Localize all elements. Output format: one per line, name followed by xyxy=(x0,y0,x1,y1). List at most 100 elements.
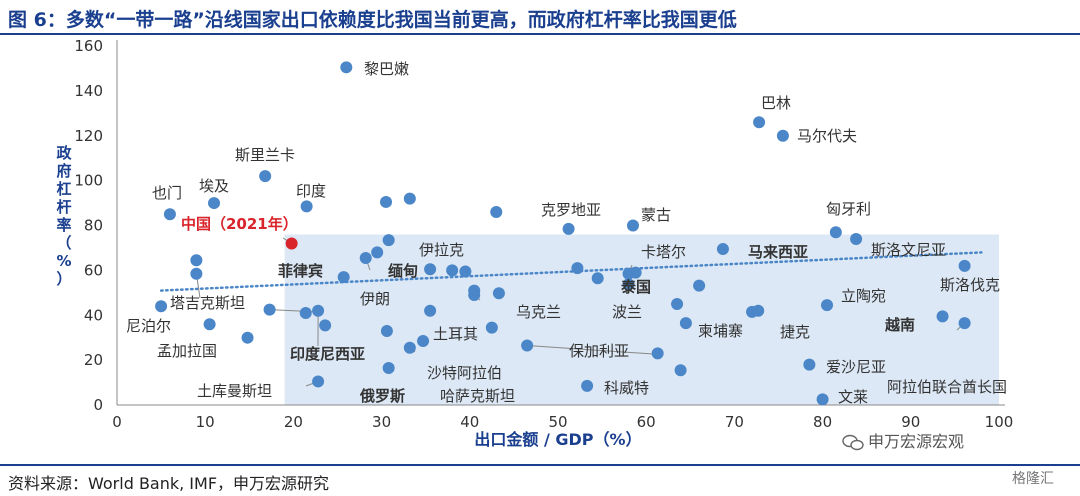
data-point xyxy=(380,324,393,337)
data-point xyxy=(850,232,863,245)
data-point xyxy=(163,208,176,221)
bottom-rule xyxy=(0,464,1080,466)
data-point xyxy=(312,375,325,388)
x-tick-label: 30 xyxy=(372,413,391,431)
data-point xyxy=(468,289,481,302)
point-label: 匈牙利 xyxy=(826,200,871,218)
point-label: 泰国 xyxy=(620,278,651,296)
data-point xyxy=(380,195,393,208)
data-point xyxy=(485,321,498,334)
y-axis-label-char: ） xyxy=(56,270,71,288)
data-point xyxy=(371,246,384,259)
trendline xyxy=(159,251,983,292)
point-label: 乌克兰 xyxy=(516,303,561,321)
data-point xyxy=(300,200,313,213)
point-label: 蒙古 xyxy=(641,206,671,224)
scatter-chart: 0 10 20 30 40 50 60 70 80 90 100 0 20 40 60 80 100 120 140… xyxy=(56,37,1013,449)
data-point xyxy=(803,358,816,371)
point-label: 文莱 xyxy=(838,388,868,406)
y-axis-label-char: % xyxy=(56,252,71,270)
data-point xyxy=(679,317,692,330)
point-label: 越南 xyxy=(884,316,915,334)
data-point xyxy=(208,197,221,210)
watermark: 申万宏源宏观 xyxy=(842,428,964,452)
point-label: 土耳其 xyxy=(433,325,478,343)
point-label: 孟加拉国 xyxy=(157,342,217,360)
point-label: 伊朗 xyxy=(360,290,390,308)
leader-line xyxy=(527,345,654,355)
data-point xyxy=(571,262,584,275)
y-axis-label-char: 杆 xyxy=(56,198,71,216)
point-label: 斯洛文尼亚 xyxy=(871,241,946,259)
point-label: 菲律宾 xyxy=(278,262,323,280)
y-tick-label: 20 xyxy=(84,351,103,369)
point-label: 沙特阿拉伯 xyxy=(427,364,502,382)
data-point xyxy=(424,263,437,276)
data-point xyxy=(622,278,635,291)
data-point xyxy=(753,116,766,129)
data-point xyxy=(671,298,684,311)
title-rule xyxy=(0,33,1080,35)
data-point xyxy=(340,61,353,74)
y-axis-label-char: 政 xyxy=(56,144,72,162)
x-tick-label: 50 xyxy=(548,413,567,431)
data-point xyxy=(190,254,203,267)
y-axis-label: 政府杠杆率（%） xyxy=(56,144,72,288)
data-point xyxy=(581,379,594,392)
x-tick-label: 80 xyxy=(813,413,832,431)
data-points xyxy=(155,61,971,406)
data-point xyxy=(821,299,834,312)
point-label: 斯洛伐克 xyxy=(940,276,1000,294)
x-tick-label: 60 xyxy=(637,413,656,431)
data-point xyxy=(299,307,312,320)
y-tick-label: 40 xyxy=(84,306,103,324)
data-point xyxy=(626,219,639,232)
data-point xyxy=(203,318,216,331)
data-point xyxy=(382,234,395,247)
data-point xyxy=(459,265,472,278)
point-label: 捷克 xyxy=(780,323,810,341)
y-axis-label-char: 杠 xyxy=(56,180,71,198)
y-tick-label: 0 xyxy=(93,396,103,414)
x-tick-label: 90 xyxy=(901,413,920,431)
data-point xyxy=(776,129,789,142)
point-label: 巴林 xyxy=(761,94,791,112)
point-label: 土库曼斯坦 xyxy=(197,382,272,400)
data-point xyxy=(958,317,971,330)
point-label: 埃及 xyxy=(199,177,229,195)
point-label: 马尔代夫 xyxy=(797,127,857,145)
point-label: 斯里兰卡 xyxy=(235,146,295,164)
point-label: 马来西亚 xyxy=(748,243,808,261)
point-label: 保加利亚 xyxy=(569,342,629,360)
point-label: 立陶宛 xyxy=(841,287,886,305)
data-point xyxy=(816,393,829,406)
data-point xyxy=(337,271,350,284)
chat-bubble-icon xyxy=(842,434,864,450)
x-tick-label: 0 xyxy=(112,413,122,431)
data-point xyxy=(521,339,534,352)
data-point xyxy=(492,287,505,300)
data-point xyxy=(241,331,254,344)
y-tick-label: 160 xyxy=(74,37,103,55)
y-tick-label: 140 xyxy=(74,82,103,100)
point-label: 柬埔寨 xyxy=(698,322,743,340)
data-point xyxy=(312,304,325,317)
point-label: 塔吉克斯坦 xyxy=(170,294,245,312)
x-tick-label: 40 xyxy=(460,413,479,431)
point-label: 爱沙尼亚 xyxy=(826,358,886,376)
point-label: 科威特 xyxy=(604,379,649,397)
data-point xyxy=(155,300,168,313)
x-tick-label: 70 xyxy=(725,413,744,431)
brand-mark: 格隆汇 xyxy=(1012,471,1054,487)
y-tick-label: 80 xyxy=(84,217,103,235)
data-point xyxy=(562,222,575,235)
data-point xyxy=(752,304,765,317)
x-tick-label: 20 xyxy=(284,413,303,431)
point-label: 卡塔尔 xyxy=(641,243,686,261)
data-point xyxy=(591,272,604,285)
data-point xyxy=(359,252,372,265)
data-point xyxy=(829,226,842,239)
y-axis-label-char: （ xyxy=(56,234,71,252)
data-point xyxy=(651,347,664,360)
point-label: 缅甸 xyxy=(388,262,418,280)
